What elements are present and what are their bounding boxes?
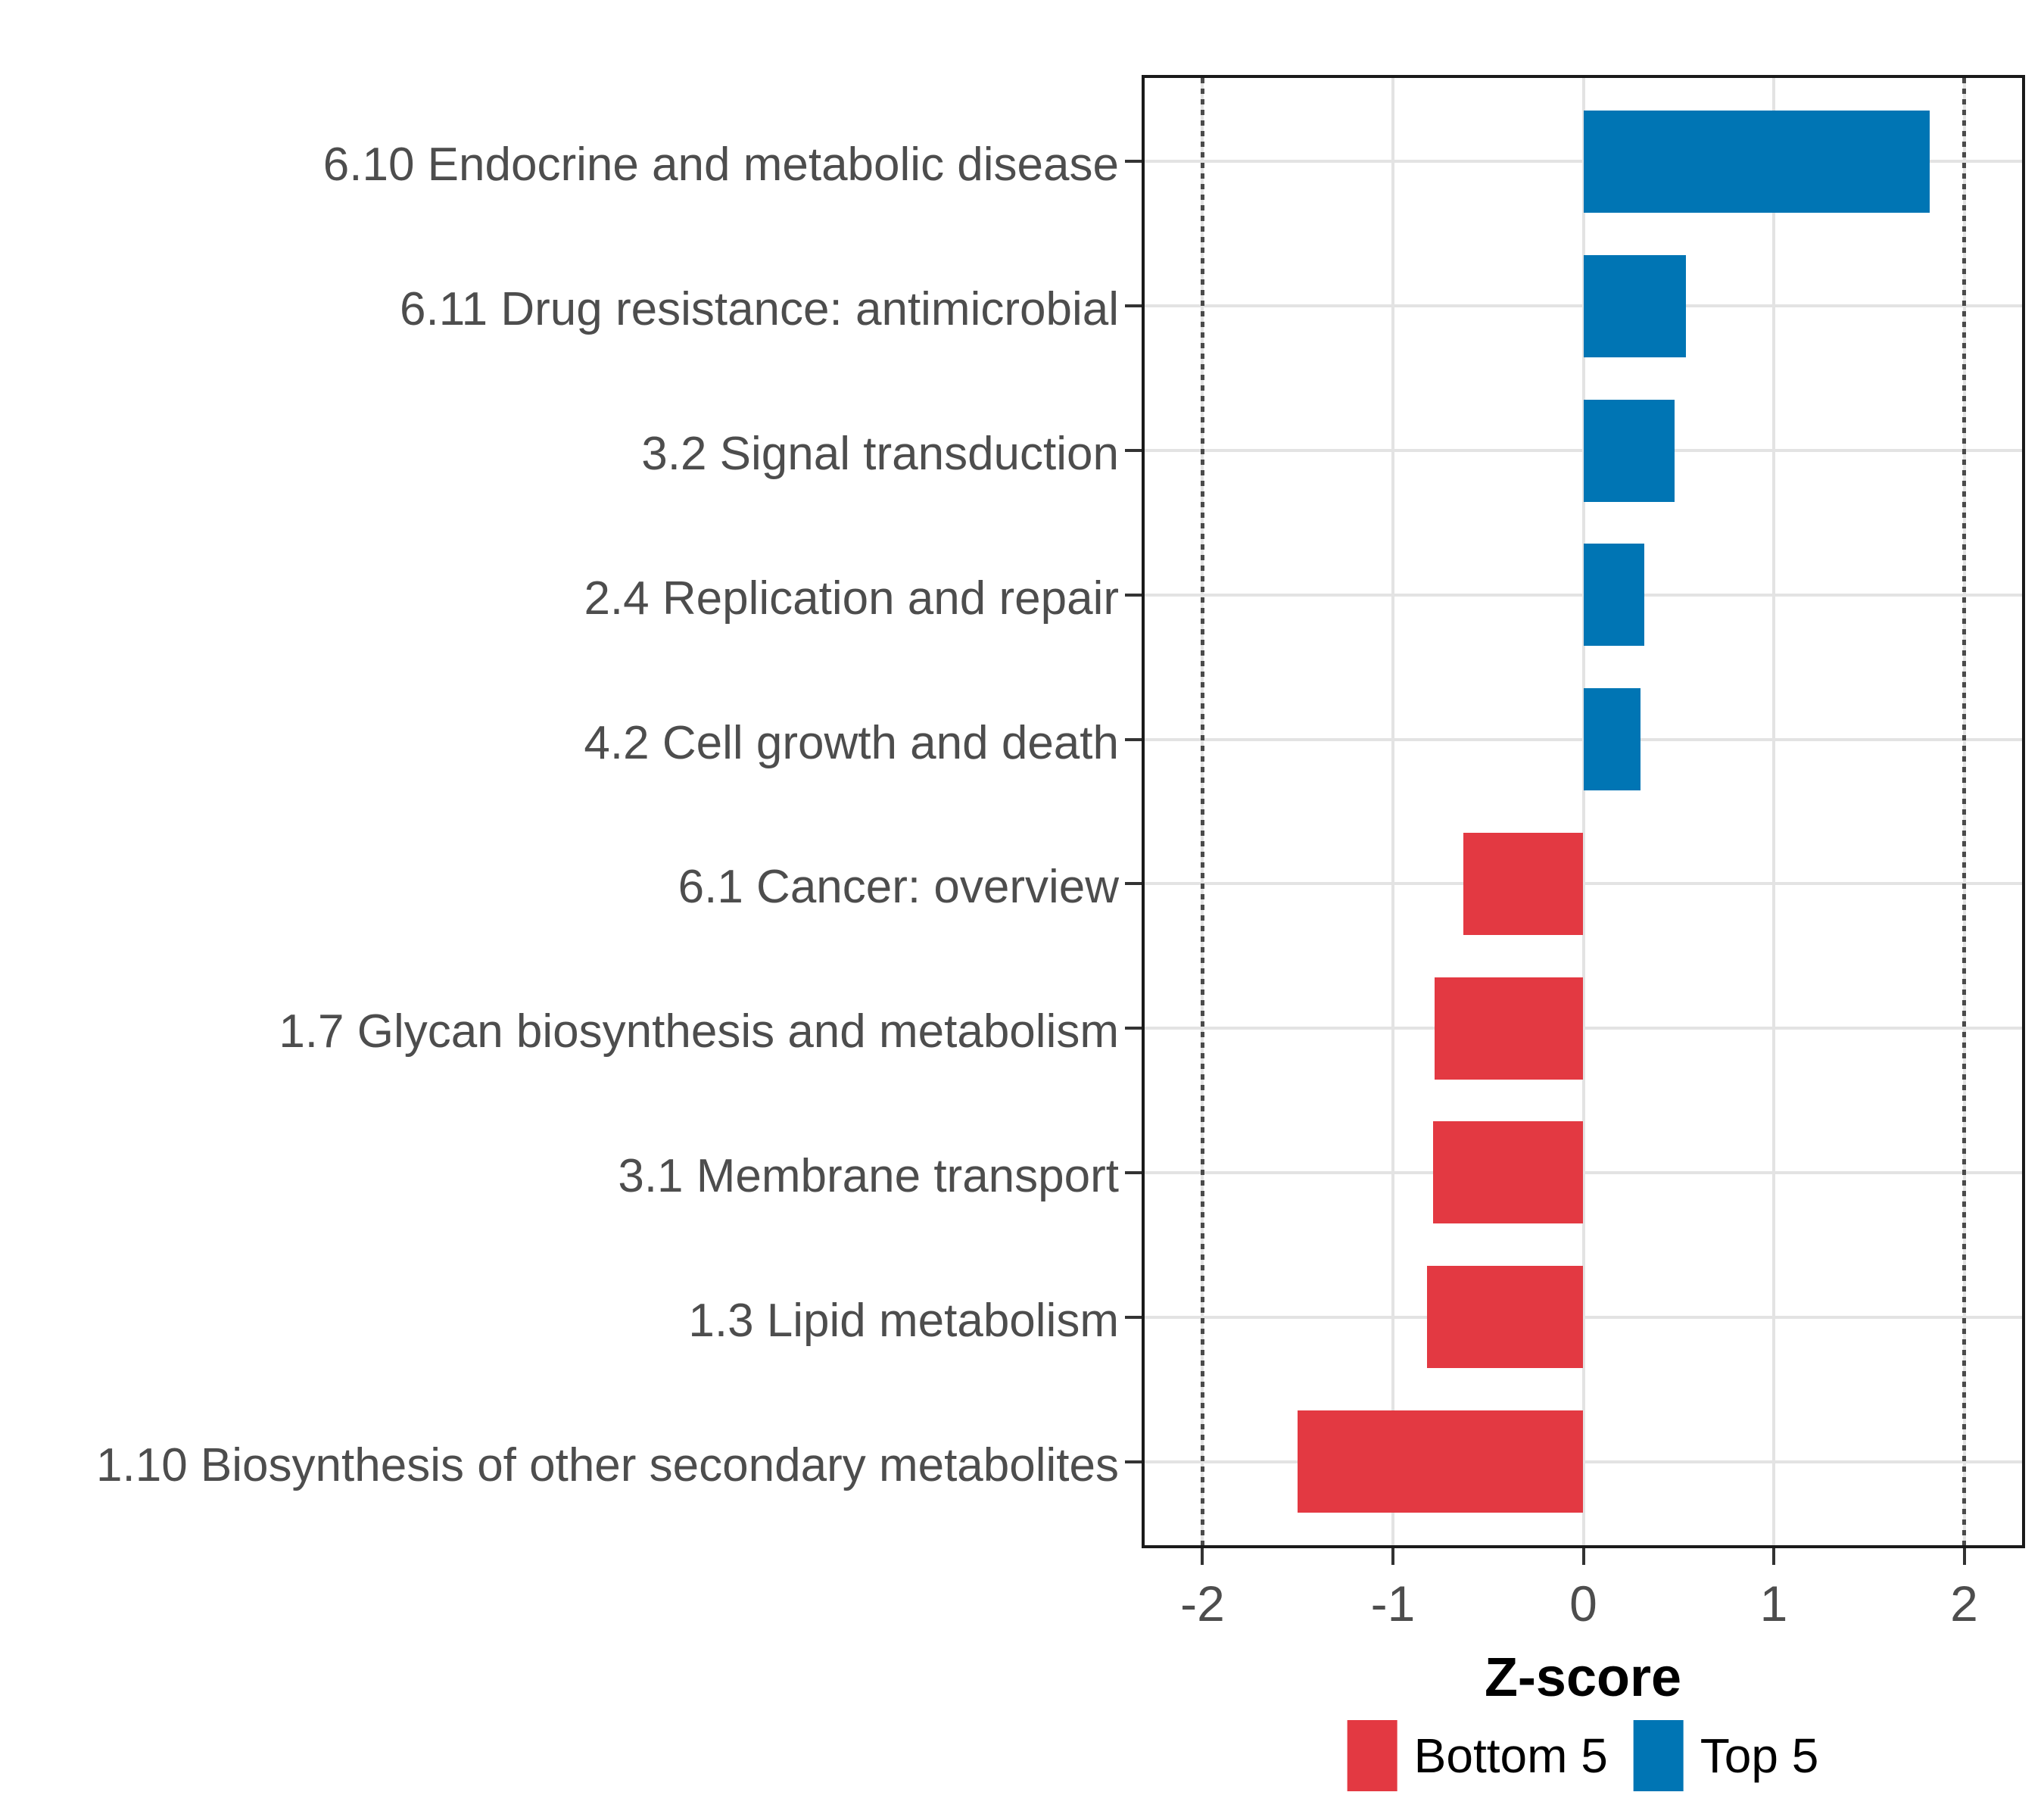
x-axis-tick: [1772, 1548, 1775, 1565]
y-axis-category-label: 3.1 Membrane transport: [618, 1149, 1119, 1202]
gridline-vertical: [1581, 78, 1585, 1545]
bar: [1298, 1410, 1584, 1513]
legend: Bottom 5 Top 5: [1347, 1720, 1819, 1791]
x-axis-tick-label: 2: [1950, 1575, 1978, 1632]
y-axis-tick: [1125, 1027, 1142, 1030]
reference-line: [1962, 78, 1967, 1545]
x-axis-tick-label: 0: [1569, 1575, 1597, 1632]
y-axis-category-label: 6.10 Endocrine and metabolic disease: [322, 139, 1119, 192]
y-axis-category-label: 3.2 Signal transduction: [641, 428, 1119, 481]
y-axis-tick: [1125, 1170, 1142, 1174]
legend-item: Top 5: [1633, 1720, 1819, 1791]
bar: [1432, 1121, 1584, 1224]
y-axis-category-label: 1.7 Glycan biosynthesis and metabolism: [279, 1005, 1119, 1058]
bar: [1435, 977, 1584, 1080]
reference-line: [1200, 78, 1204, 1545]
y-axis-tick: [1125, 304, 1142, 308]
legend-label: Top 5: [1700, 1728, 1819, 1783]
y-axis-tick: [1125, 449, 1142, 453]
y-axis-category-label: 6.11 Drug resistance: antimicrobial: [400, 283, 1119, 336]
gridline-vertical: [1772, 78, 1775, 1545]
bar: [1583, 399, 1675, 502]
y-axis-category-label: 1.10 Biosynthesis of other secondary met…: [96, 1438, 1119, 1491]
plot-panel: [1142, 75, 2025, 1548]
y-axis-category-label: 1.3 Lipid metabolism: [688, 1294, 1119, 1347]
x-axis-tick: [1581, 1548, 1585, 1565]
x-axis-title: Z-score: [1484, 1647, 1682, 1708]
y-axis-tick: [1125, 737, 1142, 741]
x-axis-tick: [1201, 1548, 1204, 1565]
legend-item: Bottom 5: [1347, 1720, 1608, 1791]
bar: [1583, 688, 1640, 791]
y-axis-category-label: 4.2 Cell growth and death: [584, 716, 1119, 769]
legend-key-swatch: [1347, 1720, 1397, 1791]
legend-key-swatch: [1633, 1720, 1684, 1791]
y-axis-tick: [1125, 1460, 1142, 1463]
x-axis-tick-label: 1: [1759, 1575, 1788, 1632]
y-axis-category-label: 2.4 Replication and repair: [584, 572, 1119, 625]
x-axis-tick: [1962, 1548, 1966, 1565]
legend-label: Bottom 5: [1413, 1728, 1608, 1783]
x-axis-tick-label: -2: [1180, 1575, 1225, 1632]
y-axis-tick: [1125, 882, 1142, 886]
y-axis-tick: [1125, 1315, 1142, 1319]
bar: [1463, 832, 1584, 935]
bar: [1583, 254, 1687, 357]
x-axis-tick-label: -1: [1370, 1575, 1416, 1632]
bar: [1583, 544, 1644, 647]
bar: [1427, 1266, 1584, 1369]
y-axis-category-label: 6.1 Cancer: overview: [678, 861, 1119, 914]
gridline-vertical: [1391, 78, 1394, 1545]
bar: [1583, 110, 1930, 213]
y-axis-tick: [1125, 160, 1142, 164]
y-axis-tick: [1125, 593, 1142, 597]
x-axis-tick: [1391, 1548, 1394, 1565]
